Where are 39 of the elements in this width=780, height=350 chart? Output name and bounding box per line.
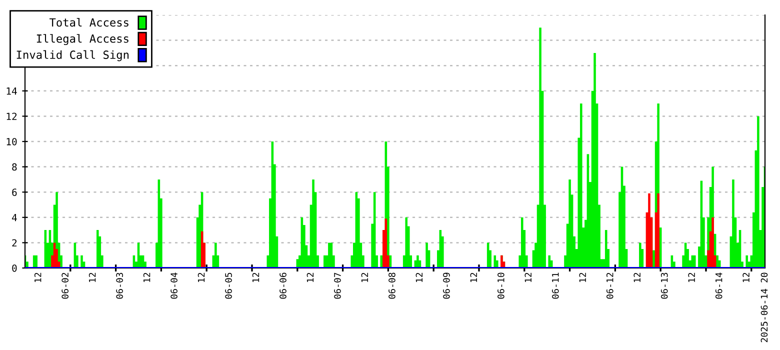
x-tick-label: 12 <box>143 272 150 282</box>
x-tick-label: 06-07 <box>334 272 341 299</box>
legend-label: Illegal Access <box>36 34 128 46</box>
legend-label: Invalid Call Sign <box>16 50 129 62</box>
x-tick-label: 06-03 <box>116 272 123 299</box>
y-tick-label: 6 <box>12 188 17 196</box>
x-tick-label: 06-14 <box>715 272 722 299</box>
y-tick-label: 2 <box>12 239 17 246</box>
x-tick-label: 2025-06-14 20 <box>760 272 768 342</box>
x-tick-label: 06-11 <box>552 272 559 299</box>
x-tick-label: 12 <box>416 272 422 282</box>
x-tick-label: 12 <box>742 272 750 282</box>
x-tick-label: 06-04 <box>170 272 178 299</box>
x-tick-label: 06-06 <box>280 272 286 299</box>
y-tick-label: 14 <box>6 88 17 95</box>
x-tick-label: 06-08 <box>388 272 396 299</box>
x-tick-label: 12 <box>361 272 368 282</box>
x-tick-label: 12 <box>252 272 260 282</box>
x-tick-label: 12 <box>688 272 695 282</box>
y-tick-label: 0 <box>12 264 17 272</box>
x-tick-label: 06-12 <box>606 272 614 299</box>
x-tick-label: 12 <box>34 272 42 282</box>
legend-label: Total Access <box>49 18 128 27</box>
x-tick-label: 12 <box>198 272 205 282</box>
x-tick-label: 12 <box>579 272 586 282</box>
y-tick-label: 12 <box>6 112 17 120</box>
x-tick-label: 06-02 <box>62 272 68 299</box>
x-tick-label: 12 <box>88 272 96 282</box>
x-tick-label: 06-10 <box>498 272 504 299</box>
y-tick-label: 8 <box>12 163 17 171</box>
x-tick-label: 12 <box>470 272 477 282</box>
y-tick-label: 4 <box>12 214 17 222</box>
x-tick-label: 12 <box>634 272 640 282</box>
x-tick-label: 06-05 <box>225 272 232 299</box>
x-tick-label: 12 <box>306 272 314 282</box>
x-tick-label: 06-13 <box>660 272 668 299</box>
y-tick-label: 10 <box>6 138 17 146</box>
x-tick-label: 12 <box>524 272 532 282</box>
x-tick-label: 06-09 <box>443 272 450 299</box>
